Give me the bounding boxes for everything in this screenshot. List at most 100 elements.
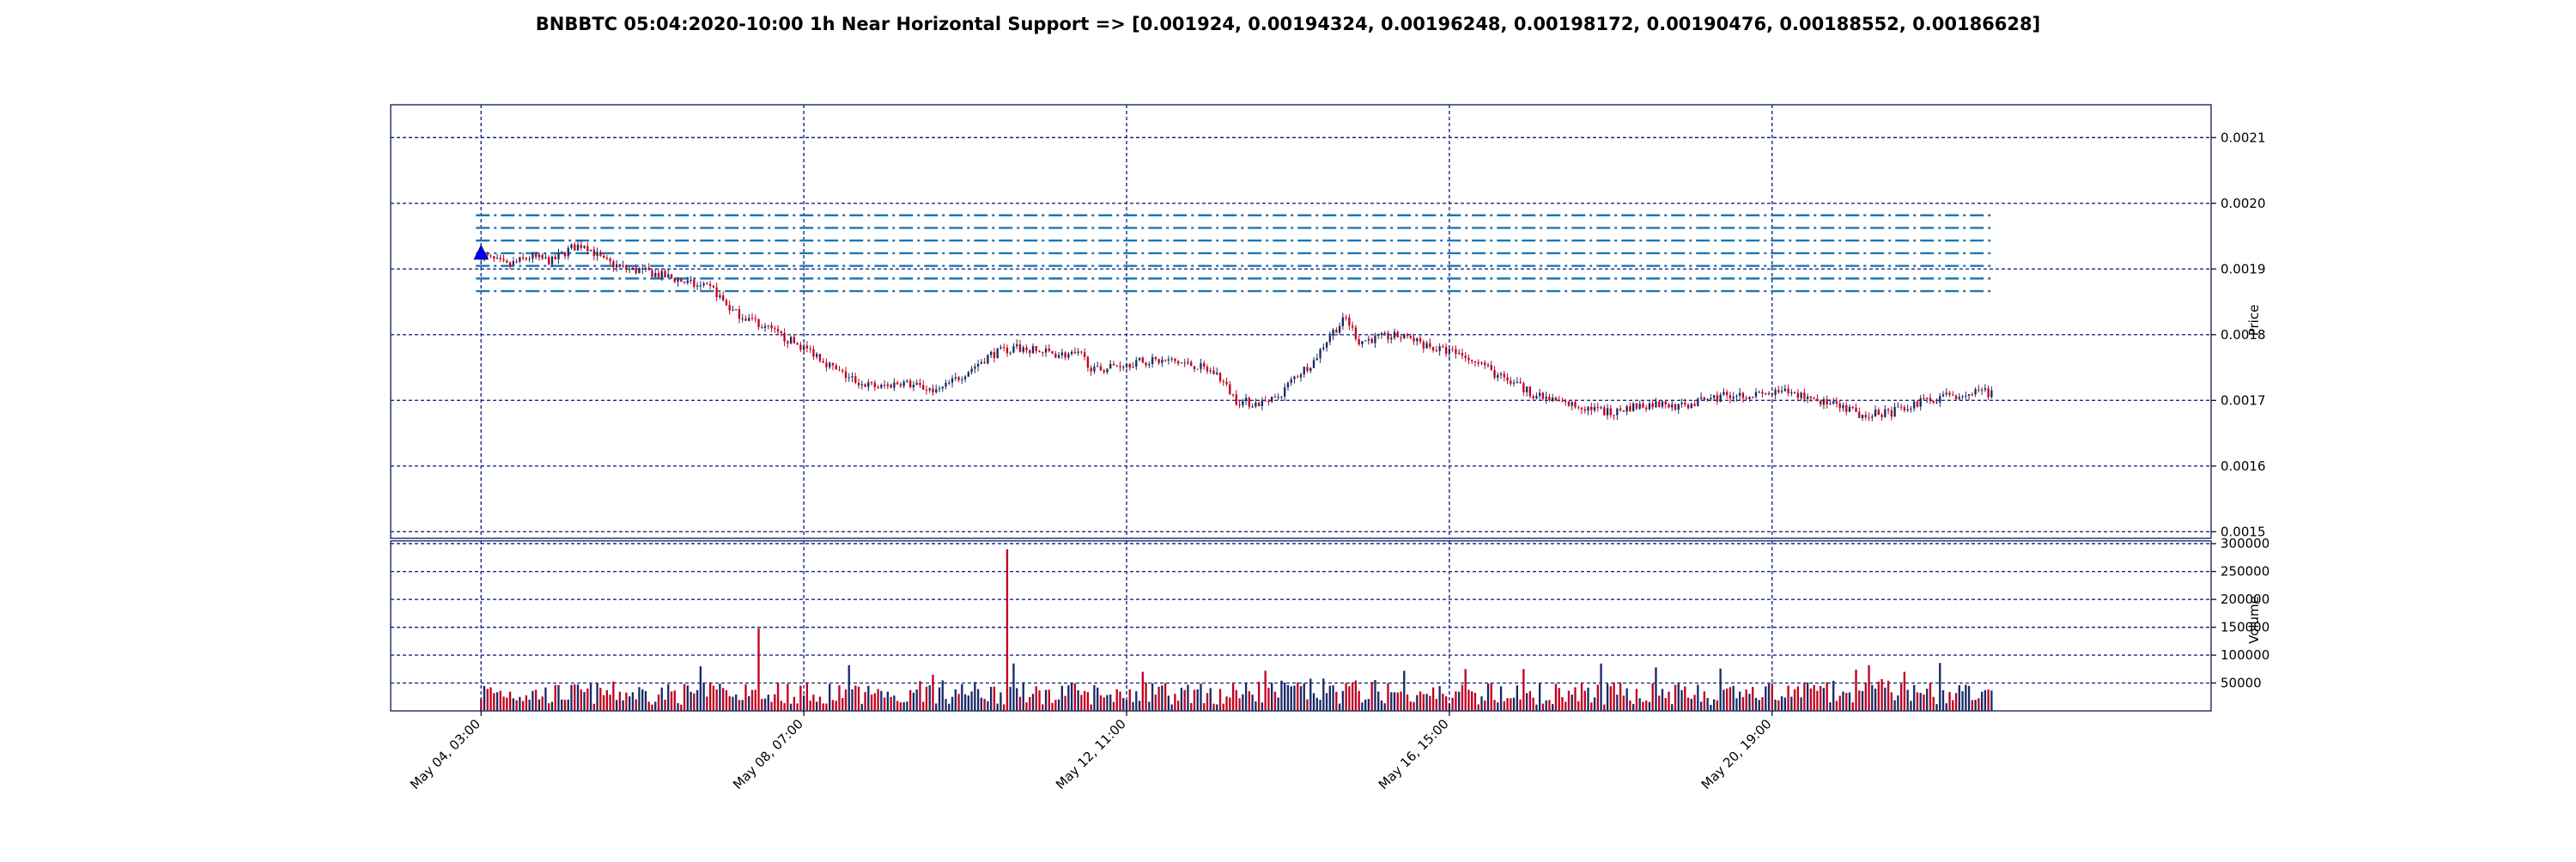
candle (1680, 398, 1683, 408)
candle (1348, 313, 1351, 331)
volume-bar (738, 700, 741, 711)
candle (1965, 392, 1967, 400)
candle (987, 354, 989, 365)
candle (1941, 391, 1945, 398)
volume-bar (954, 689, 957, 711)
volume-bar (1503, 701, 1505, 711)
volume-bar (1235, 689, 1237, 711)
volume-bar (1525, 693, 1528, 711)
candle (880, 383, 883, 390)
candle (1732, 392, 1735, 403)
candle (1106, 368, 1109, 374)
candle (1261, 397, 1264, 410)
candle (657, 270, 660, 279)
candle (1926, 397, 1929, 404)
volume-bar (1060, 685, 1064, 711)
volume-bar (945, 699, 947, 711)
volume-bar (1935, 704, 1938, 711)
volume-bar (1783, 697, 1786, 711)
entry-marker (473, 244, 489, 260)
price-tick-label: 0.0015 (2221, 524, 2266, 539)
candle (1978, 385, 1980, 393)
candle (1596, 402, 1599, 412)
candle (886, 381, 890, 390)
volume-bar (1535, 704, 1538, 711)
volume-bar (1193, 689, 1196, 711)
volume-bar (928, 685, 931, 711)
candle (1396, 330, 1399, 338)
volume-bar (941, 680, 944, 711)
candle (1393, 328, 1396, 341)
candle (512, 257, 515, 266)
volume-bar (1609, 686, 1613, 711)
candle (1128, 362, 1131, 371)
volume-bar (1161, 685, 1163, 711)
price-grid (391, 105, 2211, 538)
volume-bar (980, 697, 983, 711)
volume-bar (1319, 700, 1321, 711)
candle (1422, 339, 1425, 354)
volume-bar (1361, 702, 1364, 711)
candle (1600, 405, 1602, 410)
volume-bar (1306, 699, 1309, 711)
volume-bar (1719, 668, 1722, 711)
volume-bar (1987, 689, 1990, 711)
volume-bar (1848, 692, 1851, 711)
candle (1690, 402, 1692, 409)
volume-bar (1016, 688, 1018, 711)
candle (1790, 389, 1793, 397)
volume-bar (744, 684, 747, 711)
volume-bar (1952, 700, 1954, 711)
volume-bar (1119, 691, 1121, 711)
volume-tick-label: 300000 (2221, 536, 2269, 551)
candle (802, 343, 805, 354)
candle (728, 300, 731, 315)
volume-bar (831, 700, 835, 711)
volume-bar (1965, 684, 1967, 711)
candle (499, 254, 501, 263)
candle (1545, 392, 1547, 404)
volume-bar (1728, 687, 1732, 711)
candle (1016, 339, 1018, 349)
candle (1564, 398, 1567, 406)
volume-bar (1299, 686, 1303, 711)
volume-bar (1200, 683, 1202, 711)
candle (735, 309, 738, 311)
candle (1754, 388, 1758, 399)
candle (702, 281, 705, 288)
candle (1025, 344, 1028, 354)
volume-bar (1490, 683, 1492, 711)
axis-ticks: 0.0015 0.0016 0.0017 0.0018 0.0019 0.0020 0.00… (407, 130, 2269, 792)
candle (789, 335, 793, 345)
candle (993, 348, 996, 363)
candle (854, 373, 857, 385)
volume-bar (1145, 682, 1147, 711)
volume-bar (1080, 695, 1083, 711)
volume-bar (599, 688, 602, 711)
volume-bar (1954, 693, 1958, 711)
volume-bar (699, 666, 702, 711)
volume-bar (1638, 698, 1641, 711)
volume-bar (1044, 689, 1048, 711)
volume-bar (1558, 688, 1560, 711)
volume-bar (967, 695, 970, 711)
candle (1444, 343, 1448, 357)
volume-bar (1619, 682, 1622, 711)
volume-bar (780, 701, 782, 711)
volume-bar (1354, 680, 1358, 711)
volume-bar (948, 703, 951, 711)
volume-bar (854, 685, 857, 711)
volume-bar (757, 628, 760, 711)
candle (1990, 386, 1993, 399)
candle (999, 344, 1002, 350)
volume-grid (391, 541, 2211, 711)
volume-bar (909, 689, 912, 711)
volume-bar (1229, 697, 1231, 711)
volume-bar (1077, 690, 1079, 711)
candle (1822, 396, 1826, 410)
volume-bar (1826, 682, 1828, 711)
volume-bar (1567, 690, 1571, 711)
candle (941, 386, 944, 392)
volume-bar (1348, 686, 1351, 711)
volume-bar (561, 699, 563, 711)
